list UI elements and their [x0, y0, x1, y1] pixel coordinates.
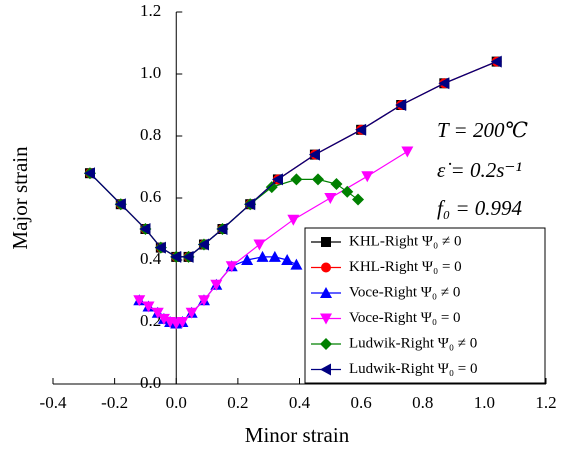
y-tick-label: 0.8 [140, 125, 161, 144]
legend-marker [320, 313, 332, 325]
data-point [197, 295, 210, 307]
legend-label: Ludwik-Right Ψ₀ = 0 [349, 361, 478, 377]
legend-marker [321, 262, 331, 273]
data-point [308, 148, 320, 161]
data-point [210, 279, 223, 291]
data-point [490, 55, 502, 68]
x-tick-label: 0.2 [227, 393, 248, 412]
data-point [157, 313, 170, 325]
data-point [83, 167, 95, 180]
series-line [138, 256, 297, 325]
legend-marker [320, 287, 332, 298]
legend-label: Voce-Right Ψ₀ = 0 [349, 310, 461, 326]
data-point [401, 146, 414, 158]
data-point [268, 250, 281, 262]
x-tick-label: -0.2 [101, 393, 128, 412]
data-point [290, 258, 303, 270]
data-point [341, 185, 354, 198]
legend-marker [320, 338, 332, 350]
data-point [185, 307, 198, 319]
data-point [438, 77, 450, 90]
y-tick-label: 0.6 [140, 187, 161, 206]
data-point [197, 238, 209, 251]
data-point [151, 307, 164, 319]
y-tick-label: 1.2 [140, 1, 161, 20]
data-point [324, 193, 337, 204]
data-point [287, 214, 300, 226]
data-point [253, 239, 266, 251]
legend-label: Ludwik-Right Ψ₀ ≠ 0 [349, 335, 477, 351]
x-tick-label: 0.6 [351, 393, 372, 412]
legend-box [304, 227, 546, 384]
data-point [139, 223, 151, 235]
y-tick-label: 0.0 [140, 373, 161, 392]
data-point [142, 301, 155, 313]
data-point [361, 171, 374, 183]
annotation: T = 200℃ [437, 118, 528, 142]
data-point [330, 178, 343, 191]
x-tick-label: 0.4 [289, 393, 311, 412]
data-point [225, 261, 238, 273]
data-point [311, 173, 324, 186]
data-point [271, 173, 283, 186]
data-point [244, 198, 256, 211]
data-point [256, 250, 269, 262]
x-axis-title: Minor strain [245, 423, 350, 447]
legend-marker [321, 237, 331, 247]
legend-label: Voce-Right Ψ₀ ≠ 0 [349, 284, 460, 300]
y-tick-label: 1.0 [140, 63, 161, 82]
data-point [355, 123, 367, 136]
legend-label: KHL-Right Ψ₀ ≠ 0 [349, 233, 461, 249]
y-tick-label: 0.4 [140, 249, 162, 268]
x-tick-label: 1.2 [535, 393, 556, 412]
data-point [170, 250, 182, 263]
data-point [241, 254, 254, 265]
data-point [133, 295, 146, 307]
x-tick-label: 0.0 [166, 393, 187, 412]
data-point [114, 198, 126, 211]
data-point [352, 193, 365, 206]
x-tick-label: 1.0 [474, 393, 495, 412]
annotation: ε̇ = 0.2s⁻¹ [437, 158, 522, 182]
data-point [176, 317, 189, 328]
data-point [154, 241, 166, 254]
x-tick-label: 0.8 [412, 393, 433, 412]
legend-label: KHL-Right Ψ₀ = 0 [349, 259, 462, 275]
legend-marker [320, 363, 331, 376]
x-tick-label: -0.4 [40, 393, 67, 412]
data-point [216, 223, 228, 235]
data-point [290, 173, 303, 186]
data-point [265, 181, 278, 194]
data-point [281, 254, 294, 265]
data-point [395, 99, 407, 111]
data-point [182, 250, 194, 263]
y-axis-title: Major strain [8, 146, 32, 250]
annotation: f₀ = 0.994 [437, 196, 523, 220]
